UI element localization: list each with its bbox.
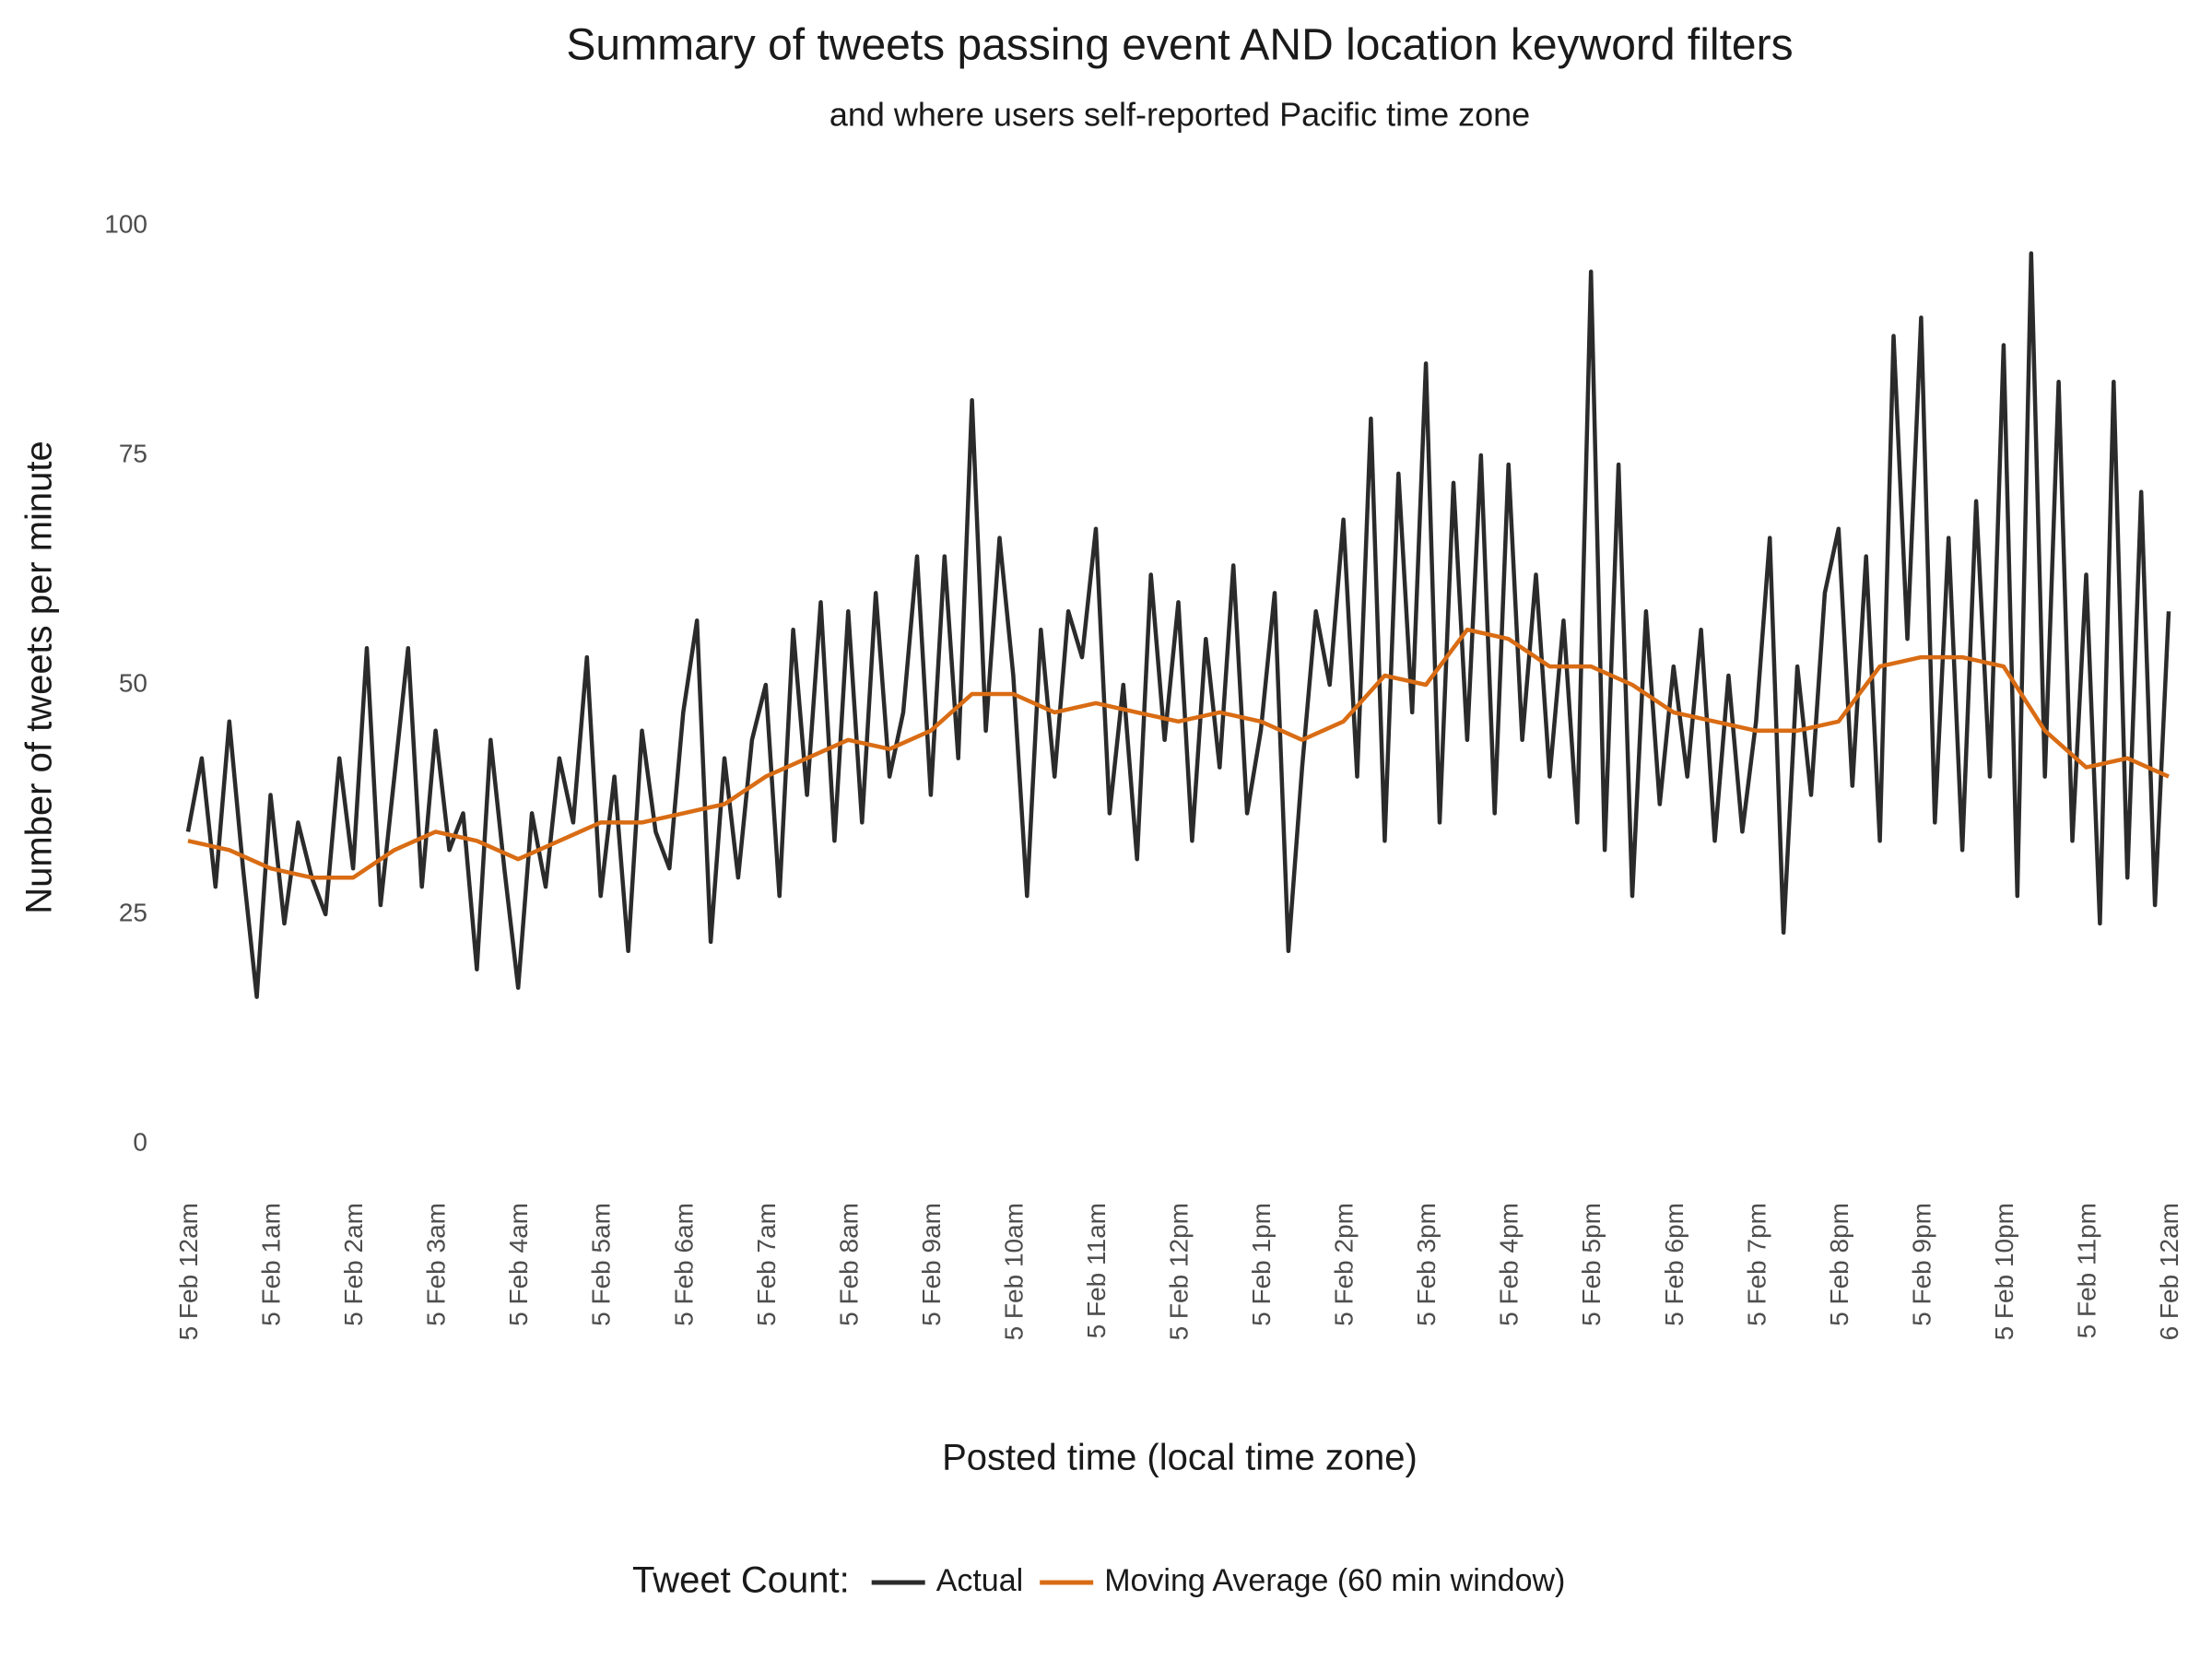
x-tick-label: 5 Feb 11pm [2072, 1203, 2100, 1338]
x-tick-label: 5 Feb 10am [999, 1203, 1028, 1340]
x-tick-label: 5 Feb 3pm [1412, 1203, 1441, 1326]
legend-label: Actual [936, 1563, 1024, 1598]
x-tick-label: 5 Feb 12pm [1165, 1203, 1194, 1340]
x-tick-label: 5 Feb 7am [752, 1203, 781, 1326]
x-tick-label: 6 Feb 12am [2155, 1203, 2183, 1340]
y-axis-label: Number of tweets per minute [19, 441, 60, 914]
x-tick-label: 5 Feb 6am [669, 1203, 698, 1326]
x-tick-label: 5 Feb 10pm [1990, 1203, 2018, 1340]
legend-label: Moving Average (60 min window) [1104, 1563, 1565, 1598]
x-tick-label: 5 Feb 2pm [1330, 1203, 1359, 1326]
x-tick-label: 5 Feb 1am [257, 1203, 286, 1326]
x-tick-label: 5 Feb 2am [339, 1203, 368, 1326]
chart-title: Summary of tweets passing event AND loca… [566, 21, 1793, 70]
y-tick-label: 100 [104, 209, 147, 238]
x-tick-label: 5 Feb 5am [587, 1203, 616, 1326]
x-tick-label: 5 Feb 8am [834, 1203, 863, 1326]
x-tick-label: 5 Feb 5pm [1577, 1203, 1606, 1326]
x-tick-label: 5 Feb 9am [917, 1203, 946, 1326]
series-line [185, 251, 2171, 999]
y-tick-label: 0 [133, 1127, 147, 1156]
y-tick-label: 25 [119, 898, 147, 926]
x-tick-label: 5 Feb 1pm [1247, 1203, 1276, 1326]
x-tick-label: 5 Feb 6pm [1660, 1203, 1688, 1326]
chart-subtitle: and where users self-reported Pacific ti… [830, 96, 1530, 134]
x-axis-label: Posted time (local time zone) [942, 1438, 1418, 1478]
series-line [187, 627, 2170, 880]
x-tick-label: 5 Feb 7pm [1742, 1203, 1771, 1326]
legend-title: Tweet Count: [632, 1560, 850, 1601]
x-tick-label: 5 Feb 12am [174, 1203, 203, 1340]
x-tick-label: 5 Feb 8pm [1825, 1203, 1853, 1326]
x-tick-label: 5 Feb 11am [1082, 1203, 1111, 1338]
y-tick-label: 75 [119, 439, 147, 467]
x-tick-label: 5 Feb 4pm [1495, 1203, 1524, 1326]
y-tick-label: 50 [119, 668, 147, 697]
x-tick-label: 5 Feb 4am [504, 1203, 533, 1326]
x-tick-label: 5 Feb 3am [422, 1203, 451, 1326]
x-tick-label: 5 Feb 9pm [1907, 1203, 1936, 1326]
